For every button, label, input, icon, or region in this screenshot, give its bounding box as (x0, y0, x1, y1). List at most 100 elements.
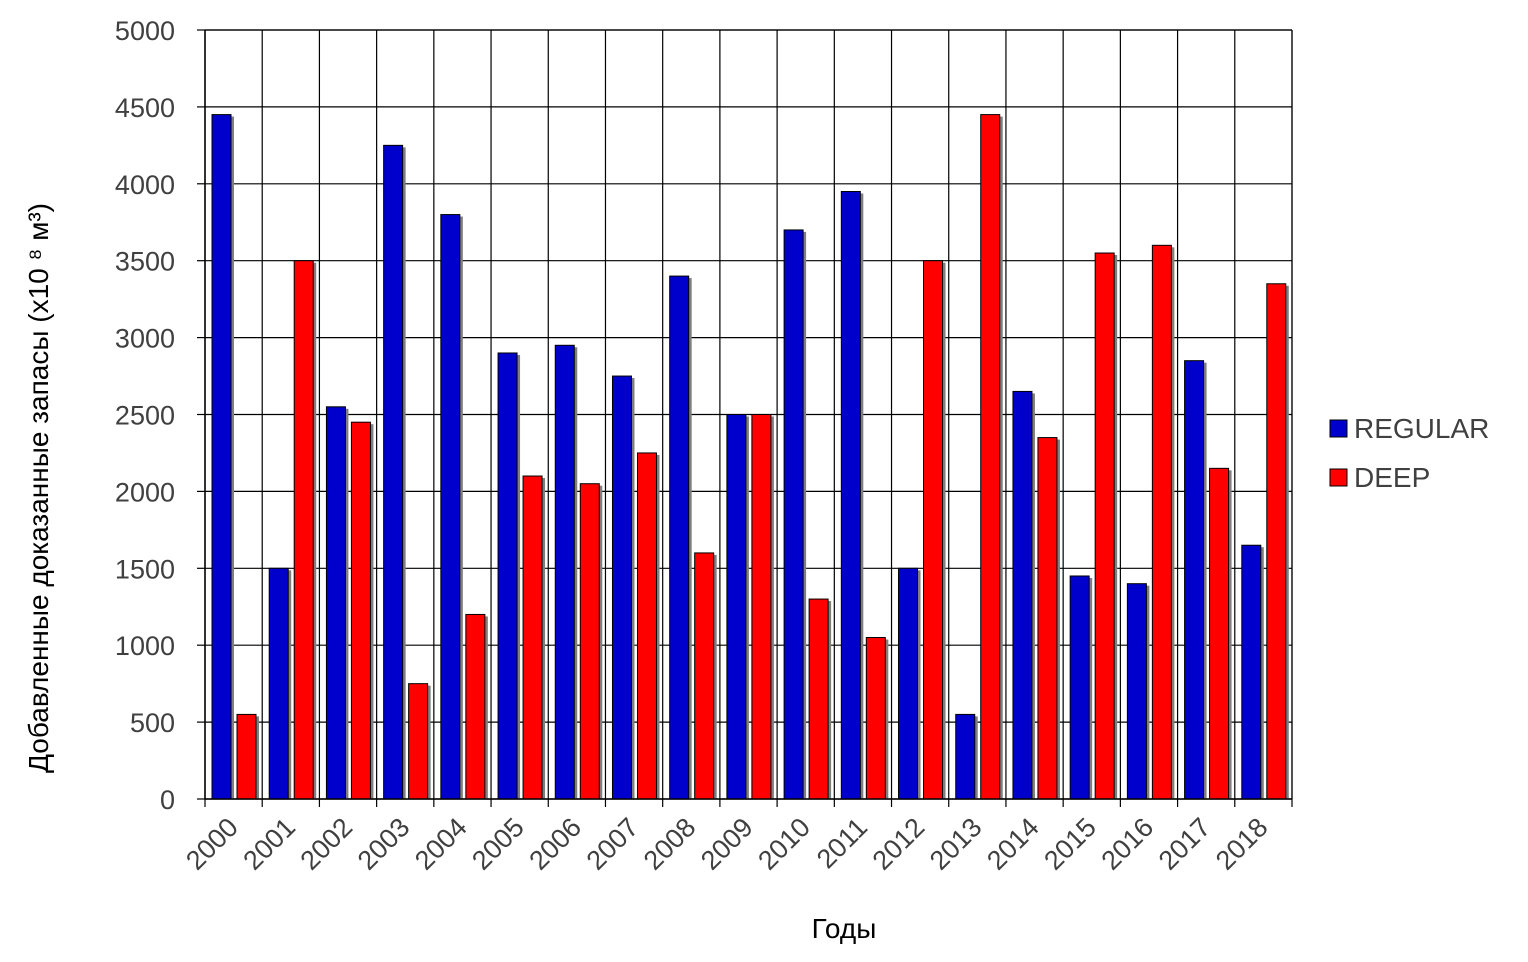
bar-shadow (1031, 393, 1035, 799)
x-tick-label: 2006 (523, 812, 587, 876)
x-tick-label: 2018 (1210, 812, 1274, 876)
bar-deep-2003 (408, 683, 429, 800)
bar-regular-2000 (211, 114, 232, 800)
bar-deep-2010 (808, 598, 829, 800)
axes (197, 29, 1293, 807)
bar-shadow (542, 478, 546, 799)
bar-shadow (713, 554, 717, 799)
bar-shadow (1228, 470, 1232, 799)
y-tick-label: 5000 (115, 16, 175, 46)
bar-shadow (256, 716, 259, 799)
y-tick-labels: 0 500 1000 1500 2000 2500 3000 3500 4000 4500 5000 (115, 16, 175, 815)
bar-shadow (1114, 255, 1118, 799)
bar-deep-2002 (350, 421, 371, 800)
bar-shadow (631, 378, 635, 799)
x-tick-label: 2016 (1096, 812, 1160, 876)
bar-deep-2014 (1037, 437, 1058, 800)
bar-shadow (999, 116, 1003, 800)
bar-shadow (427, 685, 431, 799)
x-tick-label: 2004 (409, 812, 473, 876)
bar-regular-2009 (726, 414, 747, 800)
bar-shadow (942, 262, 946, 799)
bar-shadow (370, 424, 374, 799)
bar-regular-2013 (955, 713, 976, 800)
bar-shadow (885, 639, 889, 799)
bar-shadow (803, 231, 807, 799)
bar-regular-2003 (383, 144, 404, 800)
bar-shadow (974, 716, 978, 799)
bar-shadow (1056, 439, 1060, 799)
legend: REGULAR DEEP (1329, 413, 1489, 493)
y-tick-label: 3000 (115, 324, 175, 354)
bar-deep-2012 (923, 260, 944, 800)
y-tick-label: 1000 (115, 631, 175, 661)
bar-shadow (484, 616, 488, 799)
legend-swatch-deep (1329, 468, 1348, 487)
x-tick-label: 2008 (638, 812, 702, 876)
x-tick-label: 2005 (466, 812, 530, 876)
bar-shadow (574, 347, 578, 799)
y-tick-label: 1500 (115, 554, 175, 584)
bar-shadow (517, 354, 521, 799)
bar-regular-2002 (325, 406, 346, 800)
x-tick-label: 2011 (811, 812, 873, 874)
bar-regular-2011 (840, 190, 861, 800)
bar-regular-2005 (497, 352, 518, 800)
bar-deep-2009 (751, 414, 772, 800)
bar-deep-2018 (1266, 283, 1287, 800)
bar-deep-2006 (579, 483, 600, 800)
bar-shadow (688, 278, 692, 800)
bar-regular-2010 (783, 229, 804, 800)
bar-regular-2015 (1069, 575, 1090, 800)
bar-regular-2018 (1241, 544, 1262, 800)
bar-deep-2016 (1151, 244, 1172, 800)
bar-regular-2007 (611, 375, 632, 800)
bar-deep-2015 (1094, 252, 1115, 800)
x-tick-label: 2012 (867, 812, 931, 876)
x-tick-label: 2001 (237, 812, 301, 876)
bar-deep-2008 (694, 552, 715, 800)
bar-shadow (599, 485, 603, 799)
bar-deep-2000 (236, 713, 257, 800)
bar-shadow (313, 262, 317, 799)
bar-shadow (231, 116, 234, 800)
y-tick-label: 2500 (115, 401, 175, 431)
bar-deep-2011 (865, 637, 886, 800)
x-tick-label: 2013 (924, 812, 988, 876)
legend-label-regular: REGULAR (1354, 413, 1489, 444)
x-tick-label: 2010 (752, 812, 816, 876)
x-tick-label: 2000 (180, 812, 244, 876)
bar-shadow (1089, 577, 1093, 799)
bar-shadow (1285, 285, 1289, 799)
x-tick-label: 2009 (695, 812, 759, 876)
bar-shadow (656, 454, 660, 799)
bar-shadow (1171, 247, 1175, 799)
y-axis-title: Добавленные доказанные запасы (x10 ⁸ м³) (23, 203, 54, 773)
x-tick-labels: 2000200120022003200420052006200720082009… (180, 812, 1273, 876)
bar-regular-2012 (898, 567, 919, 800)
bar-shadow (459, 216, 463, 799)
bar-shadow (345, 408, 349, 799)
x-tick-label: 2017 (1153, 812, 1217, 876)
bar-shadow (1260, 547, 1264, 799)
legend-label-deep: DEEP (1354, 462, 1430, 493)
bar-regular-2001 (268, 567, 289, 800)
bar-shadow (288, 570, 292, 799)
bar-shadow (917, 570, 921, 799)
bar-shadow (745, 416, 749, 799)
bar-deep-2013 (980, 114, 1001, 800)
bar-shadow (1203, 362, 1207, 799)
bar-regular-2017 (1184, 360, 1205, 800)
bar-regular-2016 (1126, 583, 1147, 800)
y-tick-label: 4000 (115, 170, 175, 200)
legend-swatch-regular (1329, 419, 1348, 438)
bar-shadow (828, 601, 832, 799)
bar-deep-2017 (1209, 467, 1230, 800)
bar-deep-2007 (636, 452, 657, 800)
x-tick-label: 2007 (581, 812, 645, 876)
bar-regular-2014 (1012, 390, 1033, 800)
bar-shadow (860, 193, 864, 800)
bar-shadow (402, 147, 406, 800)
bar-deep-2004 (465, 613, 486, 800)
